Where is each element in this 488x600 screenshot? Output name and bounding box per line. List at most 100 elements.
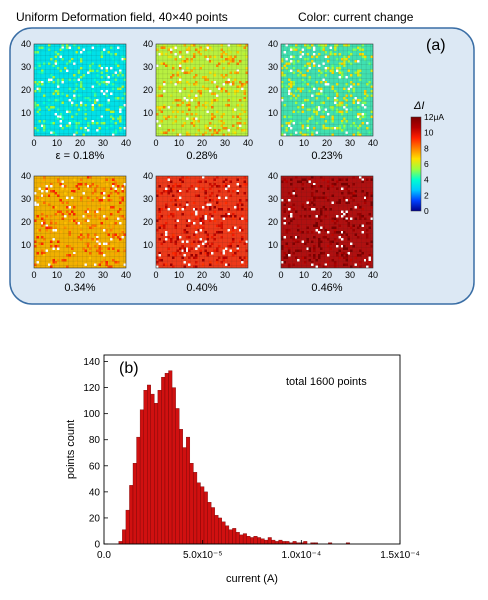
heatmap-cell xyxy=(313,249,316,253)
heatmap-cell xyxy=(169,199,173,202)
heatmap-cell xyxy=(98,224,101,227)
heatmap-cell xyxy=(34,240,37,243)
histogram-bar xyxy=(239,534,244,545)
heatmap-cell xyxy=(43,219,46,223)
heatmap-cell xyxy=(80,126,83,130)
heatmap-cell xyxy=(75,122,78,125)
heatmap-cell xyxy=(320,185,323,188)
heatmap-cell xyxy=(86,124,90,127)
heatmap-cell xyxy=(169,76,173,79)
heatmap-cell xyxy=(315,189,318,193)
heatmap-cell xyxy=(361,48,364,52)
heatmap-cell xyxy=(370,205,374,209)
heatmap-cell xyxy=(82,48,85,52)
heatmap-cell xyxy=(204,180,207,184)
heatmap-cell xyxy=(213,99,216,102)
heatmap-cell xyxy=(352,199,355,202)
heatmap-cell xyxy=(281,60,284,63)
heatmap-cell xyxy=(100,205,104,209)
heatmap-cell xyxy=(98,199,101,202)
heatmap-cell xyxy=(199,228,203,232)
heatmap-cell xyxy=(225,80,228,84)
heatmap-cell xyxy=(218,62,221,65)
heatmap-cell xyxy=(356,106,360,109)
heatmap-cell xyxy=(310,208,314,211)
heatmap-cell xyxy=(66,69,69,72)
heatmap-cell xyxy=(331,108,335,111)
heatmap-cell xyxy=(162,103,166,107)
heatmap-cell xyxy=(202,219,205,223)
histogram-y-tick-label: 100 xyxy=(83,409,100,420)
heatmap-cell xyxy=(222,99,226,102)
heatmap-cell xyxy=(283,235,286,239)
heatmap-cell xyxy=(220,60,223,63)
heatmap-cell xyxy=(366,233,369,236)
heatmap-cell xyxy=(100,67,104,70)
heatmap-cell xyxy=(343,57,346,61)
heatmap-cell xyxy=(105,69,108,72)
heatmap-y-tick-label: 30 xyxy=(21,62,31,72)
heatmap-cell xyxy=(313,203,316,207)
heatmap-cell xyxy=(313,182,316,186)
heatmap-cell xyxy=(179,103,182,107)
heatmap-cell xyxy=(68,119,71,123)
heatmap-cell xyxy=(119,233,122,236)
heatmap-cell xyxy=(322,101,325,104)
heatmap-cell xyxy=(61,78,65,81)
heatmap-cell xyxy=(222,126,226,130)
heatmap-cell xyxy=(40,189,44,193)
heatmap-cell xyxy=(204,231,207,234)
heatmap-cell xyxy=(310,240,314,243)
heatmap-cell xyxy=(57,245,60,248)
heatmap-cell xyxy=(310,60,314,63)
heatmap-cell xyxy=(236,62,239,65)
heatmap-cell xyxy=(66,205,69,209)
heatmap-cell xyxy=(227,99,230,102)
heatmap-cell xyxy=(169,50,173,54)
heatmap-cell xyxy=(356,83,360,86)
heatmap-cell xyxy=(100,60,104,63)
heatmap-cell xyxy=(50,245,53,248)
histogram-bar xyxy=(207,502,212,545)
heatmap-cell xyxy=(336,99,339,102)
heatmap-cell xyxy=(220,226,223,230)
heatmap-cell xyxy=(103,64,106,68)
heatmap-cell xyxy=(236,178,239,181)
colorbar-tick-label: 0 xyxy=(424,206,429,216)
heatmap-cell xyxy=(40,199,44,202)
heatmap-cell xyxy=(80,199,83,202)
heatmap-cell xyxy=(112,83,115,86)
heatmap-cell xyxy=(156,189,159,193)
heatmap-y-tick-label: 30 xyxy=(21,194,31,204)
heatmap-cell xyxy=(245,256,249,259)
heatmap-cell xyxy=(100,76,104,79)
heatmap-cell xyxy=(185,240,189,243)
heatmap-cell xyxy=(165,263,168,266)
heatmap-cell xyxy=(350,258,353,262)
heatmap-cell xyxy=(359,117,362,121)
heatmap-cell xyxy=(368,80,371,84)
heatmap-cell xyxy=(63,185,67,188)
heatmap-cell xyxy=(359,73,362,77)
heatmap-cell xyxy=(195,124,198,127)
heatmap-cell xyxy=(109,80,113,84)
heatmap-cell xyxy=(174,219,177,223)
heatmap-cell xyxy=(57,85,60,88)
heatmap-cell xyxy=(243,90,246,93)
heatmap-cell xyxy=(345,219,348,223)
heatmap-cell xyxy=(331,69,335,72)
heatmap-cell xyxy=(185,57,189,61)
heatmap-cell xyxy=(343,124,346,127)
heatmap-cell xyxy=(36,62,39,65)
heatmap-cell xyxy=(68,215,71,218)
heatmap-cell xyxy=(73,62,76,65)
heatmap-cell xyxy=(202,133,205,137)
heatmap-cell xyxy=(301,231,305,234)
heatmap-cell xyxy=(36,203,39,207)
heatmap-cell xyxy=(121,189,124,193)
heatmap-cell xyxy=(208,103,212,107)
heatmap-strain-label: ε = 0.18% xyxy=(56,150,105,162)
heatmap-cell xyxy=(103,192,106,195)
heatmap-cell xyxy=(98,245,101,248)
heatmap-cell xyxy=(105,263,108,266)
